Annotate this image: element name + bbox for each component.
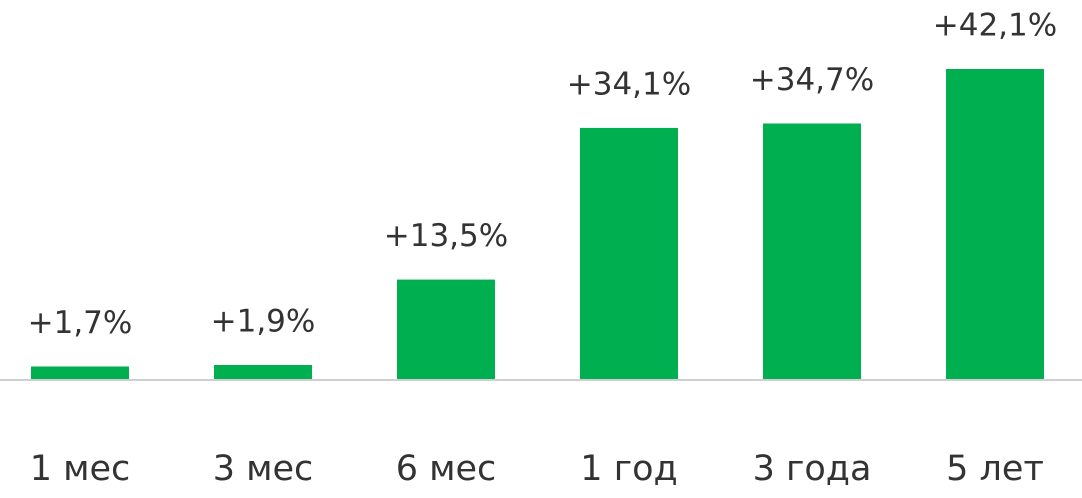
value-label: +34,7% bbox=[750, 62, 874, 98]
x-tick-label: 3 года bbox=[753, 449, 872, 489]
value-label: +1,9% bbox=[211, 304, 316, 340]
bar bbox=[763, 123, 861, 379]
x-tick-label: 1 мес bbox=[30, 449, 131, 489]
bar bbox=[31, 366, 129, 379]
x-tick-label: 5 лет bbox=[946, 449, 1044, 489]
x-tick-label: 1 год bbox=[580, 449, 677, 489]
bar bbox=[397, 279, 495, 379]
value-label: +1,7% bbox=[28, 305, 133, 341]
bar bbox=[946, 69, 1044, 379]
x-tick-label: 6 мес bbox=[396, 449, 497, 489]
value-label: +13,5% bbox=[384, 218, 508, 254]
value-label: +34,1% bbox=[567, 66, 691, 102]
bar bbox=[214, 365, 312, 379]
bar bbox=[580, 127, 678, 379]
value-label: +42,1% bbox=[933, 8, 1057, 44]
x-tick-label: 3 мес bbox=[213, 449, 314, 489]
